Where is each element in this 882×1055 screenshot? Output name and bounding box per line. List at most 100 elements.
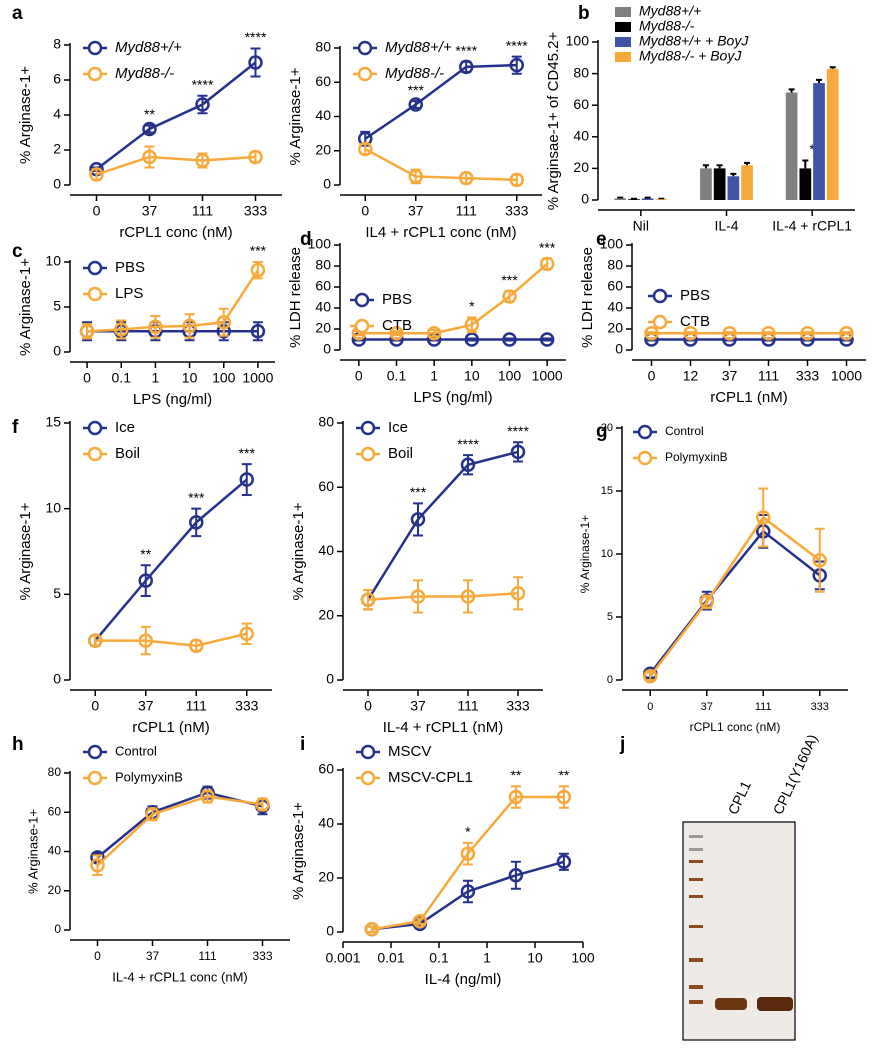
error-bar <box>758 488 768 546</box>
y-tick-label: 80 <box>48 765 62 779</box>
series-line <box>98 793 263 858</box>
legend-marker <box>89 772 101 784</box>
y-tick-label: 20 <box>315 141 331 157</box>
x-tick-label: 0 <box>647 701 653 713</box>
significance: **** <box>506 37 528 53</box>
y-tick-label: 60 <box>607 278 623 294</box>
lane-label: CPL1 <box>725 778 754 817</box>
y-tick-label: 0 <box>54 922 61 936</box>
legend-marker <box>654 316 666 328</box>
lane-label: CPL1(Y160A) <box>770 732 821 817</box>
bar <box>628 199 640 200</box>
y-tick-label: 4 <box>53 106 61 122</box>
y-tick-label: 80 <box>607 257 623 273</box>
error-bar <box>802 161 808 169</box>
x-tick-label: 0 <box>355 368 363 384</box>
significance: ** <box>140 546 151 562</box>
error-bar <box>251 49 261 77</box>
legend-label: Control <box>665 424 704 438</box>
legend-marker <box>89 42 101 54</box>
significance: *** <box>188 489 205 505</box>
y-tick-label: 15 <box>601 485 613 497</box>
y-tick-label: 0 <box>615 341 623 357</box>
x-tick-label: 111 <box>186 698 207 714</box>
x-tick-label: 10 <box>182 370 198 386</box>
y-tick-label: 80 <box>315 257 331 273</box>
error-bar <box>816 80 822 83</box>
ladder-band <box>689 1000 703 1004</box>
y-tick-label: 2 <box>53 141 61 157</box>
legend-label: Control <box>115 743 157 758</box>
x-tick-label: 333 <box>235 698 259 714</box>
significance: *** <box>410 484 427 500</box>
y-tick-label: 60 <box>315 278 331 294</box>
legend-marker <box>356 294 368 306</box>
x-axis-label: IL-4 (ng/ml) <box>425 971 502 988</box>
significance: **** <box>507 423 529 439</box>
error-bar <box>703 165 709 168</box>
legend-marker <box>362 772 374 784</box>
legend-label: Ice <box>388 419 408 436</box>
bar <box>827 69 839 200</box>
y-axis-label: % Arginsae-1+ of CD45.2+ <box>545 32 562 211</box>
bar <box>700 168 712 200</box>
legend-label: PBS <box>115 259 145 276</box>
legend-label: MSCV-CPL1 <box>388 769 473 786</box>
y-tick-label: 40 <box>318 815 334 831</box>
y-axis-label: % Arginase-1+ <box>290 802 307 900</box>
x-tick-label: 10 <box>527 950 543 966</box>
x-tick-label: 111 <box>198 949 217 963</box>
x-axis-label: rCPL1 (nM) <box>710 389 788 406</box>
legend-label: Myd88-/- <box>639 18 695 34</box>
x-tick-label: IL-4 + rCPL1 <box>772 218 852 234</box>
x-tick-label: 1 <box>430 368 438 384</box>
ladder-band <box>689 860 703 863</box>
legend-label: Boil <box>388 445 413 462</box>
error-bar <box>744 163 750 165</box>
significance: ** <box>510 767 521 783</box>
y-axis-label: % LDH release <box>579 247 596 348</box>
legend-label: Myd88+/+ <box>385 39 452 56</box>
legend-marker <box>89 448 101 460</box>
legend-swatch <box>615 37 631 47</box>
significance: **** <box>455 42 477 58</box>
error-bar <box>815 529 825 592</box>
legend-label: PBS <box>382 291 412 308</box>
x-tick-label: 37 <box>701 701 713 713</box>
significance: **** <box>192 76 214 92</box>
y-tick-label: 20 <box>318 869 334 885</box>
legend-label: LPS <box>115 285 143 302</box>
y-tick-label: 40 <box>318 542 334 558</box>
y-tick-label: 60 <box>318 761 334 777</box>
bar <box>786 93 798 200</box>
x-tick-label: Nil <box>633 218 649 234</box>
legend-marker <box>89 68 101 80</box>
series-line <box>95 480 247 641</box>
x-tick-label: 12 <box>683 368 699 384</box>
legend-marker <box>362 448 374 460</box>
error-bar <box>191 509 201 536</box>
ladder-band <box>689 925 703 928</box>
y-tick-label: 0 <box>326 923 334 939</box>
ladder-band <box>689 958 703 962</box>
y-tick-label: 40 <box>315 107 331 123</box>
error-bar <box>789 89 795 92</box>
legend-marker <box>359 68 371 80</box>
y-tick-label: 20 <box>573 159 589 175</box>
bar <box>656 199 668 200</box>
y-axis-label: % Arginase-1+ <box>287 67 304 165</box>
y-tick-label: 80 <box>318 414 334 430</box>
y-tick-label: 0 <box>323 341 331 357</box>
legend-marker <box>362 422 374 434</box>
y-tick-label: 40 <box>315 299 331 315</box>
legend-marker <box>639 426 651 438</box>
bar <box>741 165 753 200</box>
legend-label: MSCV <box>388 743 431 760</box>
y-tick-label: 15 <box>45 414 61 430</box>
y-tick-label: 20 <box>315 320 331 336</box>
legend-label: Myd88-/- <box>115 65 174 82</box>
legend-label: CTB <box>382 317 412 334</box>
y-tick-label: 80 <box>315 39 331 55</box>
y-tick-label: 0 <box>607 674 613 686</box>
